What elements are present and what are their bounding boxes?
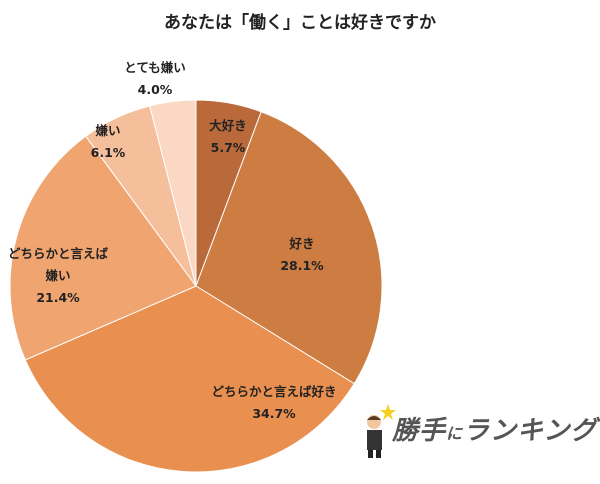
- data-label-value: 4.0%: [138, 82, 173, 97]
- chart-title: あなたは「働く」ことは好きですか: [164, 13, 436, 33]
- data-label-category: 嫌い: [94, 123, 120, 138]
- logo-text: 勝手にランキング: [392, 410, 597, 447]
- pie-slice: [195, 111, 383, 385]
- logo-main: 勝手: [392, 416, 447, 446]
- logo-ni: に: [446, 424, 464, 443]
- data-label-value: 34.7%: [252, 406, 296, 421]
- pie-slice: [149, 99, 197, 287]
- pie-slice: [24, 285, 355, 473]
- data-label-value: 28.1%: [280, 258, 324, 273]
- data-label-value: 21.4%: [36, 290, 80, 305]
- data-label-category: 好き: [288, 236, 314, 251]
- data-label-value: 5.7%: [211, 140, 246, 155]
- data-label-category: どちらかと言えば: [8, 246, 109, 261]
- mascot-icon: [367, 404, 396, 458]
- data-label-category: 嫌い: [44, 268, 70, 283]
- site-logo: [360, 400, 590, 460]
- data-label-category: どちらかと言えば好き: [211, 384, 336, 399]
- data-label-value: 6.1%: [91, 145, 126, 160]
- data-label-category: とても嫌い: [124, 60, 186, 75]
- pie-slice: [9, 135, 197, 361]
- logo-end: ランキング: [463, 416, 598, 446]
- data-label-category: 大好き: [209, 118, 247, 133]
